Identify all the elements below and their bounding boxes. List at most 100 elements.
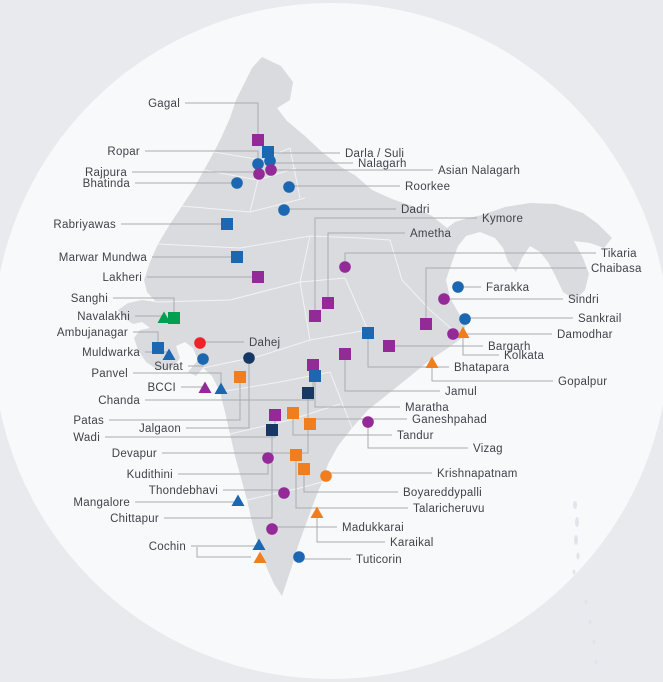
india-map-silhouette [118,57,612,596]
marker-tikaria-circle-purple[interactable] [339,261,351,273]
marker-kymore-square-purple[interactable] [309,310,321,322]
marker-lakheri-square-purple[interactable] [252,271,264,283]
label-wadi: Wadi [73,432,100,444]
state-borders [155,147,463,501]
label-ganeshpahad: Ganeshpahad [412,414,487,426]
label-chanda: Chanda [98,395,140,407]
label-rabriyawas: Rabriyawas [53,219,116,231]
plant-markers [152,134,471,563]
marker-sanghi-square-green[interactable] [168,312,180,324]
label-vizag: Vizag [473,443,503,455]
leader-kymore [314,217,477,316]
leader-chaibasa [425,267,586,324]
marker-roorkee-circle-blue[interactable] [283,181,295,193]
label-ropar: Ropar [107,146,140,158]
label-bhatinda: Bhatinda [83,178,131,190]
leader-vizag [367,422,468,449]
leader-karaikal [316,513,385,543]
marker-kudithini-circle-purple[interactable] [262,452,274,464]
leader-wadi [105,415,276,438]
marker-damodhar-circle-purple[interactable] [447,328,459,340]
leader-ametha [327,232,405,303]
marker-gagal-square-purple[interactable] [252,134,264,146]
marker-rajpura-circle-purple[interactable] [253,168,265,180]
label-tandur: Tandur [397,430,434,442]
label-chittapur: Chittapur [110,513,159,525]
marker-cochin-triangle-blue[interactable] [252,538,266,551]
marker-karaikal-triangle-orange[interactable] [310,506,324,519]
label-krishnapatnam: Krishnapatnam [437,468,518,480]
marker-krishnapatnam-circle-orange[interactable] [320,470,332,482]
label-damodhar: Damodhar [557,329,613,341]
marker-madukkarai-circle-purple[interactable] [266,523,278,535]
leader-sanghi [113,297,175,318]
marker-asian-nalagarh-circle-purple[interactable] [265,164,277,176]
marker-sankrail-circle-blue[interactable] [459,313,471,325]
marker-tuticorin-circle-blue[interactable] [293,551,305,563]
label-panvel: Panvel [91,368,128,380]
marker-gopalpur-triangle-orange[interactable] [425,356,439,369]
marker-nalagarh-circle-blue[interactable] [264,155,276,167]
marker-surat-circle-blue[interactable] [197,353,209,365]
marker-darla-suli-square-blue[interactable] [262,146,274,158]
marker-ganeshpahad-square-orange[interactable] [304,418,316,430]
marker-panvel-triangle-blue[interactable] [214,382,228,395]
marker-dadri-circle-blue[interactable] [278,204,290,216]
marker-bhatinda-circle-blue[interactable] [231,177,243,189]
label-ametha: Ametha [410,228,451,240]
marker-chaibasa-square-purple[interactable] [420,318,432,330]
leader-cochin-terminal-2 [196,547,251,558]
marker-devapur-square-navy[interactable] [302,387,314,399]
label-rajpura: Rajpura [85,167,127,179]
marker-kolkata-triangle-orange[interactable] [456,326,470,339]
leader-tandur [292,413,392,436]
label-bargarh: Bargarh [488,341,531,353]
label-gagal: Gagal [148,98,180,110]
marker-jamul-square-purple[interactable] [339,348,351,360]
marker-dahej-circle-red[interactable] [194,337,206,349]
marker-farakka-circle-blue[interactable] [452,281,464,293]
leader-talaricheruvu [295,455,408,509]
label-kudithini: Kudithini [127,469,173,481]
marker-cochin-terminal-2-triangle-orange[interactable] [253,551,267,564]
marker-marwar-mundwa-square-blue[interactable] [231,251,243,263]
marker-vizag-circle-purple[interactable] [362,416,374,428]
label-lakheri: Lakheri [103,272,142,284]
marker-mangalore-triangle-blue[interactable] [231,494,245,507]
leader-kolkata [462,333,499,356]
label-jamul: Jamul [445,386,477,398]
marker-wadi-square-purple[interactable] [269,409,281,421]
label-tikaria: Tikaria [601,248,637,260]
marker-ambujanagar-square-blue[interactable] [152,342,164,354]
marker-ropar-circle-blue[interactable] [252,158,264,170]
label-darla-suli: Darla / Suli [345,148,404,160]
marker-bcci-triangle-purple[interactable] [198,381,212,394]
label-sankrail: Sankrail [578,313,622,325]
label-sindri: Sindri [568,294,599,306]
leader-maratha [314,376,400,408]
marker-maratha-square-blue[interactable] [309,370,321,382]
marker-bargarh-square-purple[interactable] [383,340,395,352]
marker-rabriyawas-square-blue[interactable] [221,218,233,230]
label-nalagarh: Nalagarh [358,158,407,170]
marker-chanda-square-purple[interactable] [307,359,319,371]
marker-thondebhavi-circle-purple[interactable] [278,487,290,499]
marker-bhatapara-square-blue[interactable] [362,327,374,339]
marker-muldwarka-triangle-blue[interactable] [162,348,176,361]
marker-patas-square-orange[interactable] [234,371,246,383]
marker-jalgaon-circle-navy[interactable] [243,352,255,364]
marker-sindri-circle-purple[interactable] [438,293,450,305]
marker-talaricheruvu-square-orange[interactable] [290,449,302,461]
label-roorkee: Roorkee [405,181,450,193]
marker-ametha-square-purple[interactable] [322,297,334,309]
label-kymore: Kymore [482,213,523,225]
marker-boyareddypalli-square-orange[interactable] [298,463,310,475]
label-patas: Patas [73,415,104,427]
marker-navalakhi-triangle-green[interactable] [157,311,171,324]
label-farakka: Farakka [486,282,530,294]
marker-chittapur-square-navy[interactable] [266,424,278,436]
label-surat: Surat [154,361,183,373]
leader-boyareddypalli [303,469,398,493]
marker-tandur-square-orange[interactable] [287,407,299,419]
